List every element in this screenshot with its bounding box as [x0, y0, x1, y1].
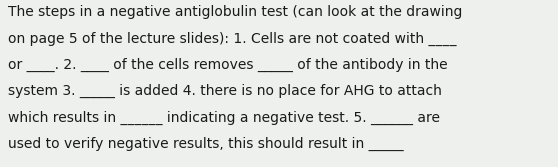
- Text: system 3. _____ is added 4. there is no place for AHG to attach: system 3. _____ is added 4. there is no …: [8, 84, 442, 98]
- Text: on page 5 of the lecture slides): 1. Cells are not coated with ____: on page 5 of the lecture slides): 1. Cel…: [8, 31, 457, 46]
- Text: The steps in a negative antiglobulin test (can look at the drawing: The steps in a negative antiglobulin tes…: [8, 5, 463, 19]
- Text: which results in ______ indicating a negative test. 5. ______ are: which results in ______ indicating a neg…: [8, 111, 440, 125]
- Text: used to verify negative results, this should result in _____: used to verify negative results, this sh…: [8, 137, 404, 151]
- Text: or ____. 2. ____ of the cells removes _____ of the antibody in the: or ____. 2. ____ of the cells removes __…: [8, 58, 448, 72]
